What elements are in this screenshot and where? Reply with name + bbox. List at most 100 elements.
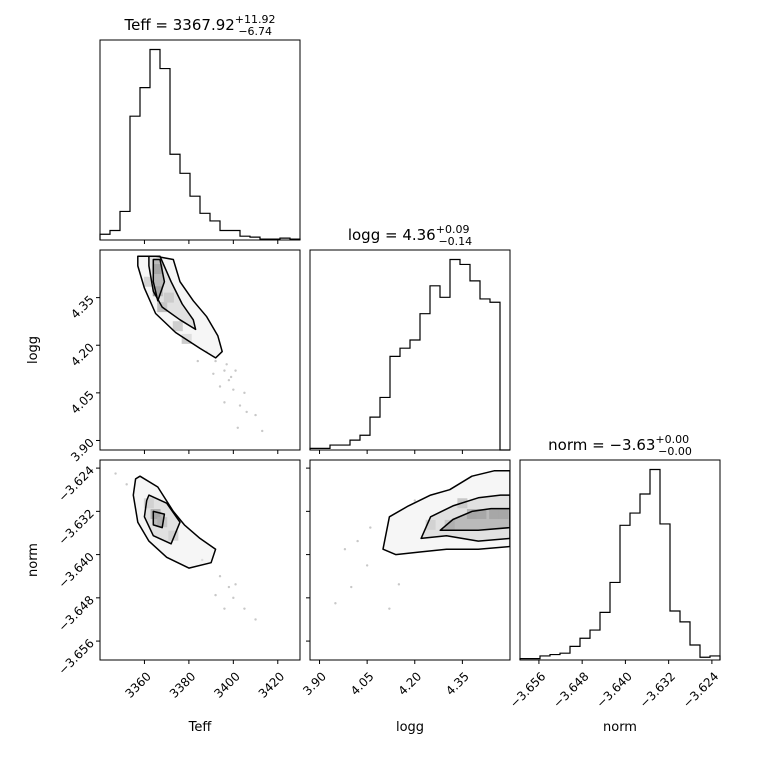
- sample-point: [114, 472, 117, 475]
- title-value: 4.36: [402, 226, 435, 244]
- y-axis-label: norm: [26, 543, 41, 577]
- joint-panel-Teff-norm: [96, 459, 301, 664]
- x-tick-label: 3420: [256, 669, 287, 700]
- sample-point: [236, 426, 239, 429]
- y-tick-label: −3.656: [56, 636, 97, 677]
- histogram-steps: [309, 258, 510, 451]
- sample-point: [125, 483, 128, 486]
- x-axis-label: Teff: [188, 720, 213, 735]
- histogram-norm: norm = −3.63+0.00 −0.00: [519, 433, 721, 664]
- sample-point: [212, 372, 215, 376]
- sample-point: [243, 607, 246, 610]
- panel-title: norm = −3.63+0.00 −0.00: [548, 433, 692, 458]
- x-tick-label: 3.90: [300, 669, 329, 698]
- panel-title: Teff = 3367.92+11.92 −6.74: [123, 13, 275, 38]
- sample-point: [225, 363, 228, 366]
- y-tick-label: 4.05: [68, 388, 97, 417]
- y-tick-label: −3.624: [56, 463, 97, 504]
- axes-frame: [309, 249, 511, 451]
- x-tick-label: 3360: [122, 669, 153, 700]
- title-value: −3.63: [609, 436, 655, 454]
- sample-point: [232, 596, 235, 600]
- x-tick-label: −3.656: [507, 669, 548, 710]
- sample-point: [196, 359, 199, 363]
- x-tick-label: 4.20: [395, 669, 424, 698]
- sample-point: [254, 618, 257, 621]
- sample-point: [223, 401, 226, 404]
- sample-point: [238, 404, 242, 407]
- axes-frame: [99, 249, 301, 451]
- contour-level-3: [152, 510, 166, 529]
- title-prefix: logg =: [348, 226, 403, 244]
- axes-frame: [99, 459, 301, 661]
- sample-point: [227, 378, 231, 382]
- x-tick-label: 3380: [167, 669, 198, 700]
- sample-point: [413, 499, 416, 502]
- sample-point: [350, 585, 353, 589]
- title-minus-error: −0.00: [658, 445, 692, 458]
- y-tick-label: −3.632: [56, 506, 97, 547]
- y-tick-label: −3.640: [56, 550, 97, 591]
- sample-point: [343, 547, 347, 551]
- sample-point: [254, 413, 257, 417]
- y-tick-label: 3.90: [68, 436, 97, 465]
- title-plus-error: +0.09: [436, 223, 470, 236]
- panel-content: [137, 255, 264, 433]
- sample-point: [397, 583, 401, 586]
- y-tick-label: −3.648: [56, 593, 97, 634]
- title-prefix: norm =: [548, 436, 609, 454]
- histogram-logg: logg = 4.36+0.09 −0.14: [309, 223, 511, 454]
- panel-content: [334, 470, 510, 610]
- histogram-steps: [519, 468, 721, 660]
- sample-point: [214, 593, 217, 597]
- x-tick-label: −3.632: [637, 669, 678, 710]
- x-axis-label: logg: [396, 720, 424, 735]
- title-minus-error: −6.74: [238, 25, 272, 38]
- sample-point: [261, 429, 264, 433]
- axes-frame: [519, 459, 721, 661]
- x-tick-label: 3400: [211, 669, 242, 700]
- y-axis-label: logg: [26, 336, 41, 364]
- x-tick-label: −3.624: [680, 669, 721, 710]
- joint-panel-Teff-logg: [96, 249, 301, 454]
- title-prefix: Teff =: [123, 16, 172, 34]
- sample-point: [218, 385, 222, 388]
- contour-level-3: [152, 258, 166, 302]
- title-plus-error: +11.92: [235, 13, 276, 26]
- sample-point: [229, 375, 233, 379]
- sample-point: [223, 369, 226, 372]
- sample-point: [223, 607, 226, 610]
- sample-point: [218, 575, 222, 578]
- sample-point: [356, 539, 359, 543]
- title-minus-error: −0.14: [438, 235, 472, 248]
- sample-point: [365, 564, 369, 567]
- sample-point: [245, 410, 248, 414]
- y-tick-label: 4.35: [68, 293, 97, 322]
- x-tick-label: 4.35: [443, 669, 472, 698]
- sample-point: [334, 602, 337, 605]
- sample-point: [243, 391, 246, 395]
- sample-point: [369, 526, 372, 529]
- histogram-steps: [99, 48, 301, 240]
- sample-point: [214, 359, 217, 363]
- x-axis-label: norm: [603, 720, 637, 735]
- sample-point: [388, 607, 391, 610]
- sample-point: [227, 585, 231, 589]
- y-tick-label: 4.20: [68, 340, 97, 369]
- sample-point: [234, 583, 237, 586]
- panel-content: [114, 472, 257, 621]
- x-tick-label: 4.05: [348, 669, 377, 698]
- sample-point: [234, 369, 237, 372]
- joint-panel-logg-norm: [306, 459, 511, 664]
- histogram-Teff: Teff = 3367.92+11.92 −6.74: [99, 13, 301, 244]
- axes-frame: [309, 459, 511, 661]
- x-tick-label: −3.640: [594, 669, 635, 710]
- contour-level-3: [439, 507, 510, 532]
- axes-frame: [99, 39, 301, 241]
- title-value: 3367.92: [173, 16, 235, 34]
- sample-point: [232, 388, 235, 391]
- x-tick-label: −3.648: [550, 669, 591, 710]
- panel-title: logg = 4.36+0.09 −0.14: [348, 223, 472, 248]
- title-plus-error: +0.00: [655, 433, 689, 446]
